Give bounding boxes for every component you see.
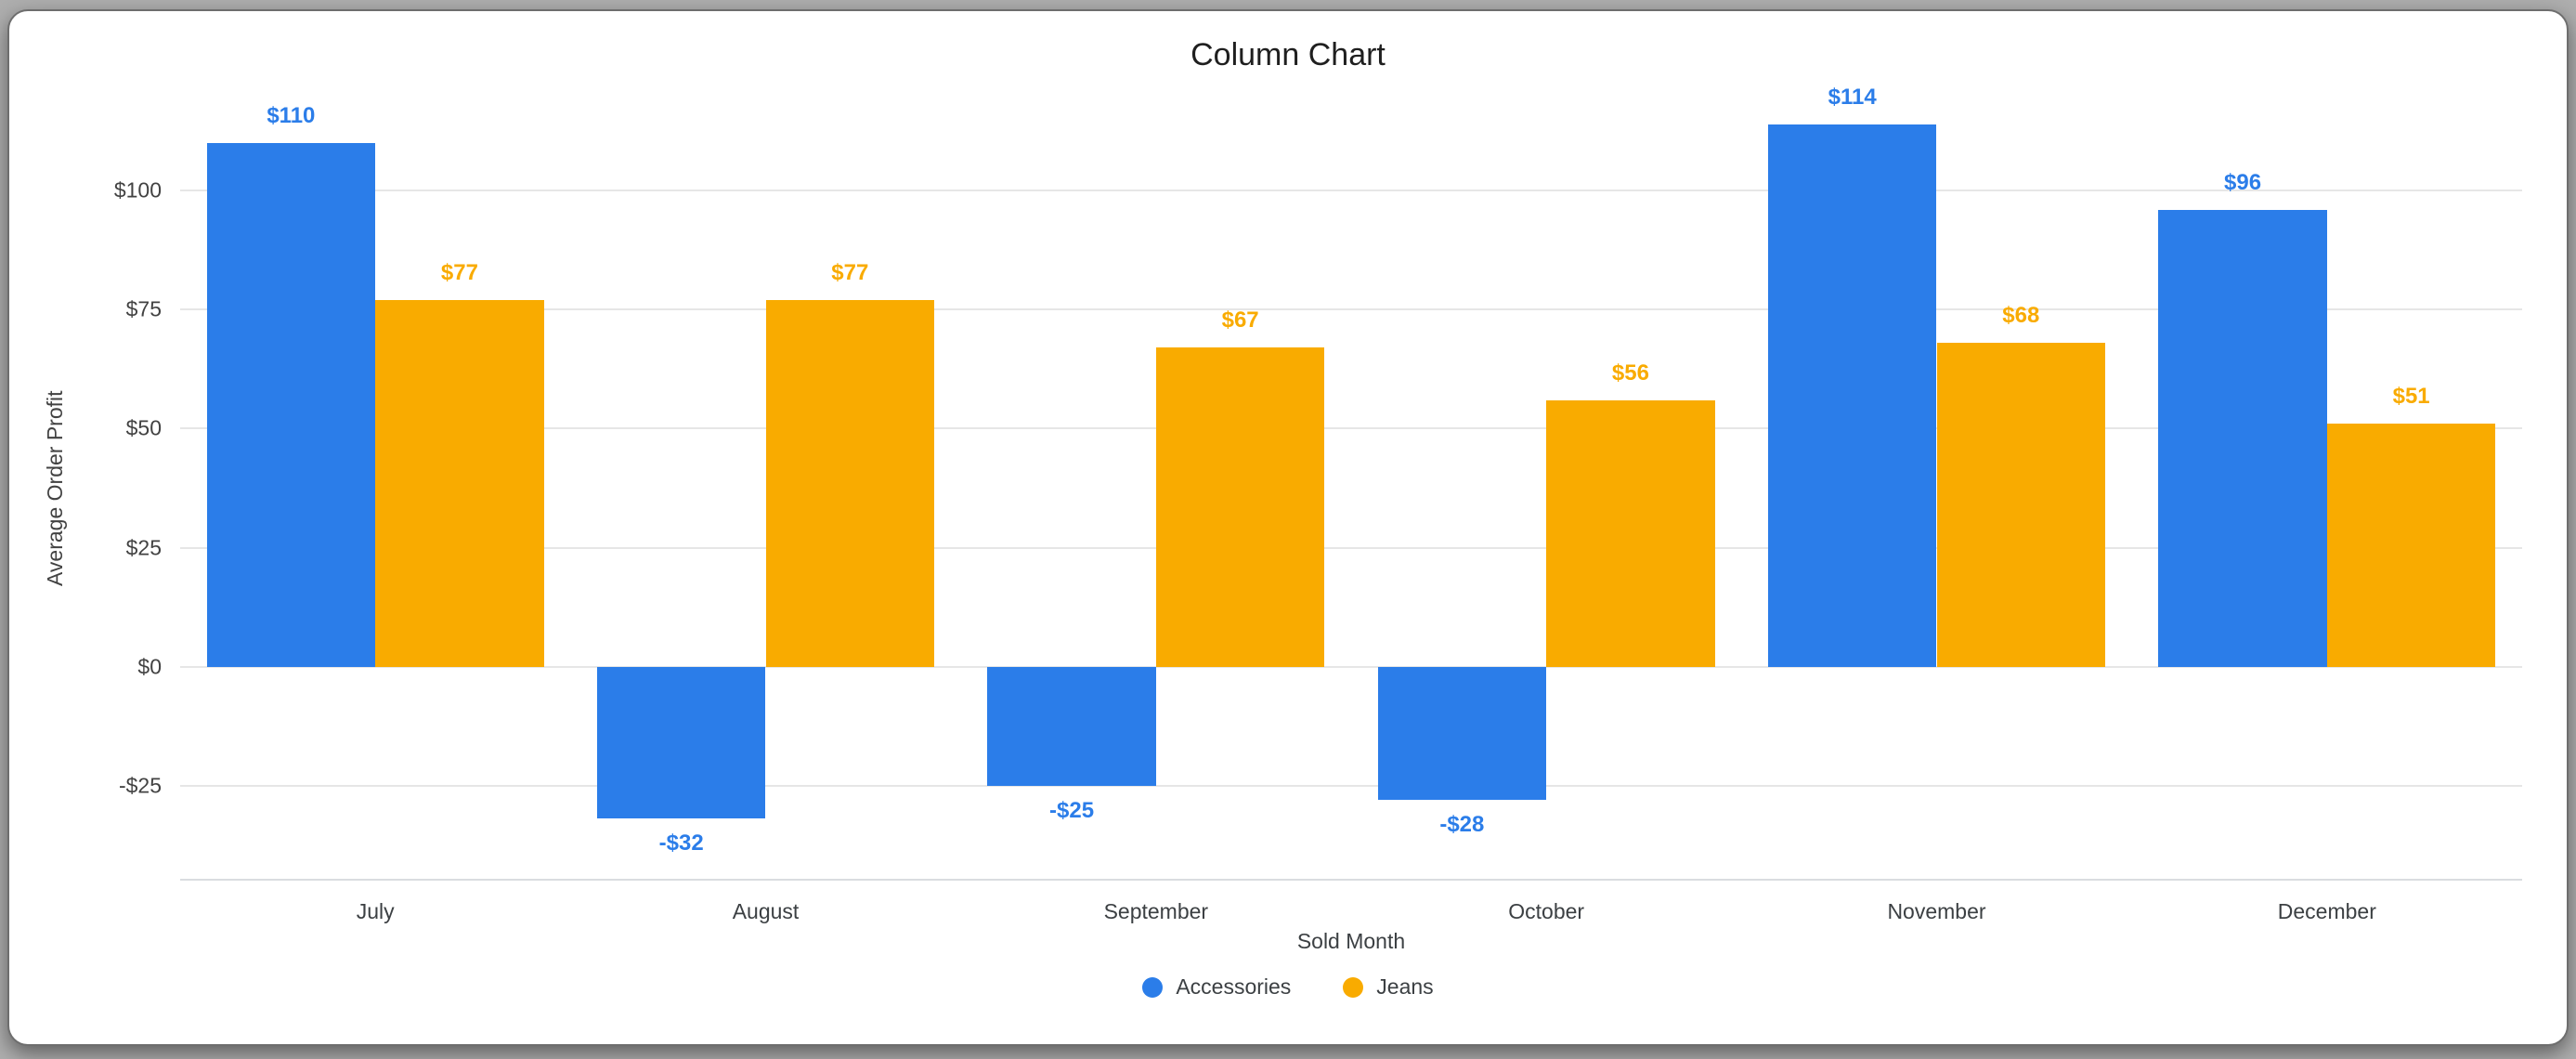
legend-swatch-icon <box>1142 976 1164 998</box>
grid-line <box>180 665 2522 668</box>
grid-line <box>180 546 2522 549</box>
y-axis-tick-label: $50 <box>125 415 162 440</box>
bar-jeans-september[interactable] <box>1155 347 1325 667</box>
x-axis-tick-label: November <box>1887 899 1986 923</box>
bar-value-label: $68 <box>2002 303 2040 329</box>
bar-value-label: $67 <box>1221 307 1259 333</box>
x-axis-tick-label: August <box>732 899 800 923</box>
y-axis-tick-label: $75 <box>125 296 162 321</box>
x-axis-line <box>180 879 2522 881</box>
bar-value-label: -$25 <box>1049 797 1095 823</box>
bar-value-label: $51 <box>2392 384 2430 410</box>
x-axis-tick-labels: July August September October November Decemb… <box>180 881 2522 929</box>
x-axis-tick-label: October <box>1508 899 1585 923</box>
bar-accessories-september[interactable] <box>987 666 1156 786</box>
bar-accessories-august[interactable] <box>596 666 766 819</box>
x-axis-tick-label: September <box>1103 899 1209 923</box>
bar-value-label: $77 <box>831 260 869 286</box>
grid-line <box>180 308 2522 311</box>
bar-jeans-october[interactable] <box>1546 399 1715 667</box>
bar-jeans-july[interactable] <box>375 300 544 667</box>
y-axis-title: Average Order Profit <box>43 390 67 586</box>
x-axis-tick-label: December <box>2277 899 2376 923</box>
legend-swatch-icon <box>1343 976 1364 998</box>
legend-label: Accessories <box>1176 974 1292 999</box>
legend-item-accessories[interactable]: Accessories <box>1142 974 1291 1000</box>
bar-value-label: $56 <box>1611 360 1649 386</box>
x-axis-tick-label: July <box>356 899 395 923</box>
y-axis-tick-label: -$25 <box>118 773 162 798</box>
bar-value-label: -$32 <box>658 830 704 856</box>
y-axis-tick-label: $25 <box>125 535 162 559</box>
bar-value-label: $110 <box>267 103 316 129</box>
legend-item-jeans[interactable]: Jeans <box>1343 974 1434 1000</box>
column-chart: Average Order Profit -$25 $0 $25 $50 $75 $100… <box>32 85 2544 881</box>
grid-line <box>180 784 2522 787</box>
bar-value-label: $77 <box>440 260 478 286</box>
bar-jeans-november[interactable] <box>1936 343 2106 667</box>
plot-area: -$25 $0 $25 $50 $75 $100 $110 -$32 -$25 -$28 $114 $… <box>114 85 2522 881</box>
bar-value-label: $114 <box>1828 84 1877 110</box>
grid-line <box>180 427 2522 430</box>
x-axis-title: Sold Month <box>1296 929 1406 953</box>
bar-value-label: -$28 <box>1439 811 1485 837</box>
bar-accessories-october[interactable] <box>1377 666 1547 800</box>
y-axis-tick-label: $100 <box>113 177 162 203</box>
bar-jeans-december[interactable] <box>2326 424 2496 667</box>
legend-label: Jeans <box>1376 974 1434 999</box>
bar-value-label: $96 <box>2224 169 2262 195</box>
bar-jeans-august[interactable] <box>765 300 935 667</box>
bar-accessories-november[interactable] <box>1767 124 1937 667</box>
y-axis-tick-label: $0 <box>137 654 162 679</box>
chart-title: Column Chart <box>1190 37 1386 72</box>
bar-accessories-july[interactable] <box>206 143 376 667</box>
chart-card: Column Chart Average Order Profit -$25 $0… <box>7 9 2569 1046</box>
bar-accessories-december[interactable] <box>2158 209 2327 667</box>
chart-legend: Accessories Jeans <box>9 974 2567 1000</box>
grid-line <box>180 190 2522 192</box>
